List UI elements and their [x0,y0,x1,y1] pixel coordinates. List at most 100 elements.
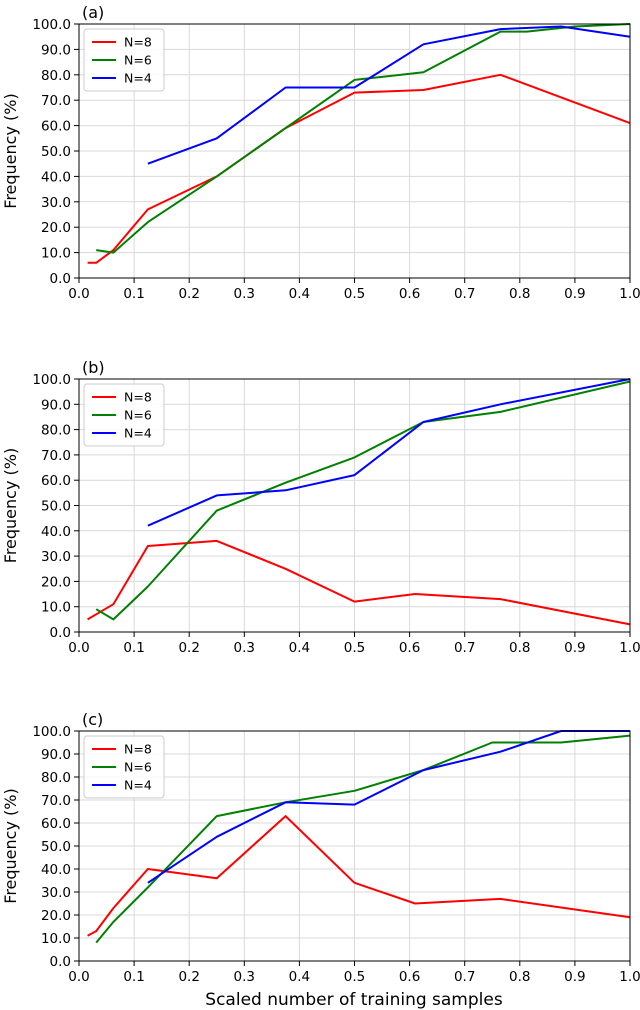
y-tick-label: 80.0 [41,68,71,84]
x-tick-label: 0.2 [178,286,199,302]
x-tick-label: 1.0 [619,286,640,302]
y-tick-label: 70.0 [41,793,71,809]
x-tick-label: 0.0 [68,969,89,985]
x-tick-label: 0.0 [68,286,89,302]
chart-panel-c: 0.0 0.1 0.2 0.3 0.4 0.5 0.6 0.7 0.8 0.9 1.0 0.0 10.0… [1,710,640,985]
series-line-n6 [95,734,631,944]
legend: N=8 N=6 N=4 [83,735,165,799]
y-tick-label: 10.0 [41,246,71,262]
y-tick-label: 70.0 [41,93,71,109]
x-tick-label: 0.8 [509,969,530,985]
x-tick-label: 0.1 [123,286,144,302]
legend-label: N=4 [124,778,152,793]
x-axis-label: Scaled number of training samples [205,990,503,1010]
y-tick-label: 90.0 [41,42,71,58]
y-tick-label: 30.0 [41,195,71,211]
chart-panels: 0.0 0.1 0.2 0.3 0.4 0.5 0.6 0.7 0.8 0.9 1.0 0.0 10.0… [1,3,640,985]
plot-frame [78,730,631,962]
chart-panel-b: 0.0 0.1 0.2 0.3 0.4 0.5 0.6 0.7 0.8 0.9 1.0 0.0 10.0… [1,358,640,656]
x-tick-label: 0.7 [454,286,475,302]
y-tick-label: 100.0 [32,724,71,740]
y-axis-label: Frequency (%) [1,93,20,208]
y-tick-label: 10.0 [41,931,71,947]
plot-frame [78,23,631,279]
y-tick-label: 30.0 [41,549,71,565]
x-tick-label: 0.5 [344,640,365,656]
y-tick-label: 60.0 [41,816,71,832]
series-line-n6 [96,23,631,254]
y-tick-label: 50.0 [41,499,71,515]
x-tick-label: 0.5 [344,286,365,302]
x-tick-label: 0.9 [564,969,585,985]
y-tick-label: 40.0 [41,862,71,878]
panel-label: (c) [82,710,103,729]
legend-label: N=6 [124,760,152,775]
x-tick-label: 0.7 [454,640,475,656]
y-tick-label: 50.0 [41,839,71,855]
y-tick-label: 40.0 [41,524,71,540]
x-tick-label: 0.4 [289,286,310,302]
y-tick-label: 10.0 [41,600,71,616]
x-tick-label: 0.6 [399,969,420,985]
x-tick-label: 0.9 [564,286,585,302]
series-line-n4 [147,378,631,527]
y-tick-label: 0.0 [50,954,71,970]
plot-frame [78,378,631,633]
y-tick-label: 80.0 [41,423,71,439]
series-line-n8 [87,539,631,626]
legend: N=8 N=6 N=4 [83,28,165,92]
series-line-n8 [87,73,631,264]
x-tick-label: 1.0 [619,969,640,985]
x-tick-label: 0.1 [123,640,144,656]
x-tick-label: 0.2 [178,969,199,985]
y-tick-label: 80.0 [41,770,71,786]
legend-label: N=8 [124,742,152,757]
legend-label: N=8 [124,390,152,405]
series-line-n6 [95,380,631,621]
legend-label: N=4 [124,71,152,86]
y-tick-label: 0.0 [50,271,71,287]
legend: N=8 N=6 N=4 [83,383,165,447]
y-tick-label: 70.0 [41,448,71,464]
y-tick-label: 20.0 [41,908,71,924]
series-line-n4 [147,730,630,884]
y-tick-label: 20.0 [41,220,71,236]
x-tick-label: 1.0 [619,640,640,656]
x-tick-label: 0.3 [234,969,255,985]
legend-box [83,28,165,92]
legend-label: N=4 [124,426,152,441]
x-tick-label: 0.4 [289,969,310,985]
y-tick-label: 100.0 [32,17,71,33]
panel-label: (a) [82,3,104,22]
y-tick-label: 20.0 [41,574,71,590]
x-tick-label: 0.6 [399,640,420,656]
y-axis-label: Frequency (%) [1,448,20,563]
x-tick-label: 0.6 [399,286,420,302]
chart-panel-a: 0.0 0.1 0.2 0.3 0.4 0.5 0.6 0.7 0.8 0.9 1.0 0.0 10.0… [1,3,640,302]
y-tick-label: 60.0 [41,119,71,135]
y-tick-label: 50.0 [41,144,71,160]
x-tick-label: 0.3 [234,640,255,656]
legend-label: N=6 [124,53,152,68]
y-tick-label: 30.0 [41,885,71,901]
x-tick-label: 0.2 [178,640,199,656]
y-axis-label: Frequency (%) [1,788,20,903]
x-tick-label: 0.8 [509,286,530,302]
y-tick-label: 0.0 [50,625,71,641]
x-tick-label: 0.5 [344,969,365,985]
y-tick-label: 40.0 [41,169,71,185]
x-tick-label: 0.0 [68,640,89,656]
x-tick-label: 0.3 [234,286,255,302]
y-tick-label: 60.0 [41,473,71,489]
series-line-n4 [147,25,631,165]
x-tick-label: 0.7 [454,969,475,985]
legend-box [83,735,165,799]
x-tick-label: 0.9 [564,640,585,656]
x-tick-label: 0.1 [123,969,144,985]
legend-box [83,383,165,447]
x-tick-label: 0.4 [289,640,310,656]
y-tick-label: 90.0 [41,397,71,413]
legend-label: N=8 [124,35,152,50]
series-line-n8 [87,815,631,937]
